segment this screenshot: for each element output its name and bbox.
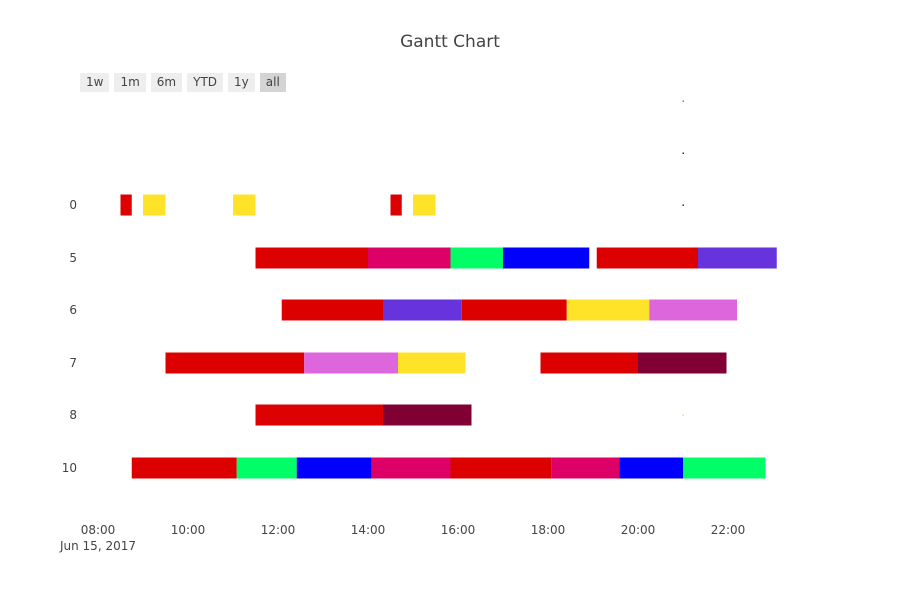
x-tick-label: 22:00 — [711, 523, 746, 537]
task-bar[interactable] — [450, 247, 504, 269]
task-bar[interactable] — [143, 194, 166, 216]
task-bar[interactable] — [131, 457, 237, 479]
task-bar[interactable] — [649, 299, 737, 321]
y-tick-label: 7 — [69, 356, 77, 370]
range-button-1m[interactable]: 1m — [114, 73, 146, 92]
task-bar[interactable] — [120, 194, 132, 216]
task-bar[interactable] — [255, 404, 384, 426]
bars-layer — [120, 194, 777, 479]
range-button-6m[interactable]: 6m — [150, 73, 183, 92]
task-bar[interactable] — [698, 247, 777, 269]
task-bar[interactable] — [233, 194, 256, 216]
task-bar[interactable] — [619, 457, 683, 479]
x-date-label: Jun 15, 2017 — [59, 539, 136, 553]
x-tick-label: 10:00 — [171, 523, 206, 537]
milestone-marker — [682, 100, 684, 102]
markers-layer — [682, 100, 684, 416]
task-bar[interactable] — [540, 352, 639, 374]
task-bar[interactable] — [368, 247, 451, 269]
task-bar[interactable] — [383, 299, 462, 321]
chart-title: Gantt Chart — [400, 32, 500, 52]
y-tick-label: 5 — [69, 251, 77, 265]
task-bar[interactable] — [461, 299, 567, 321]
y-tick-label: 6 — [69, 303, 77, 317]
range-selector: 1w 1m 6m YTD 1y all — [80, 73, 286, 92]
task-bar[interactable] — [566, 299, 650, 321]
x-tick-label: 16:00 — [441, 523, 476, 537]
y-axis: 0 5 6 7 8 10 — [62, 198, 77, 475]
task-bar[interactable] — [304, 352, 398, 374]
task-bar[interactable] — [296, 457, 372, 479]
task-bar[interactable] — [165, 352, 305, 374]
x-tick-label: 20:00 — [621, 523, 656, 537]
x-tick-label: 14:00 — [351, 523, 386, 537]
y-tick-label: 10 — [62, 461, 77, 475]
task-bar[interactable] — [413, 194, 436, 216]
range-button-all[interactable]: all — [259, 73, 286, 92]
x-tick-label: 08:00 — [81, 523, 116, 537]
range-button-1y[interactable]: 1y — [228, 73, 255, 92]
y-tick-label: 0 — [69, 198, 77, 212]
task-bar[interactable] — [398, 352, 466, 374]
x-axis: 08:00 10:00 12:00 14:00 16:00 18:00 20:00 22:00… — [59, 523, 745, 553]
milestone-marker — [682, 152, 684, 154]
range-button-ytd[interactable]: YTD — [187, 73, 224, 92]
task-bar[interactable] — [255, 247, 369, 269]
task-bar[interactable] — [450, 457, 552, 479]
x-tick-label: 18:00 — [531, 523, 566, 537]
task-bar[interactable] — [551, 457, 620, 479]
task-bar[interactable] — [596, 247, 698, 269]
task-bar[interactable] — [281, 299, 383, 321]
x-tick-label: 12:00 — [261, 523, 296, 537]
milestone-marker — [682, 414, 684, 416]
milestone-marker — [682, 204, 684, 206]
task-bar[interactable] — [371, 457, 451, 479]
range-button-1w[interactable]: 1w — [80, 73, 110, 92]
task-bar[interactable] — [683, 457, 766, 479]
task-bar[interactable] — [390, 194, 402, 216]
task-bar[interactable] — [383, 404, 472, 426]
task-bar[interactable] — [236, 457, 297, 479]
y-tick-label: 8 — [69, 408, 77, 422]
task-bar[interactable] — [638, 352, 727, 374]
task-bar[interactable] — [503, 247, 590, 269]
